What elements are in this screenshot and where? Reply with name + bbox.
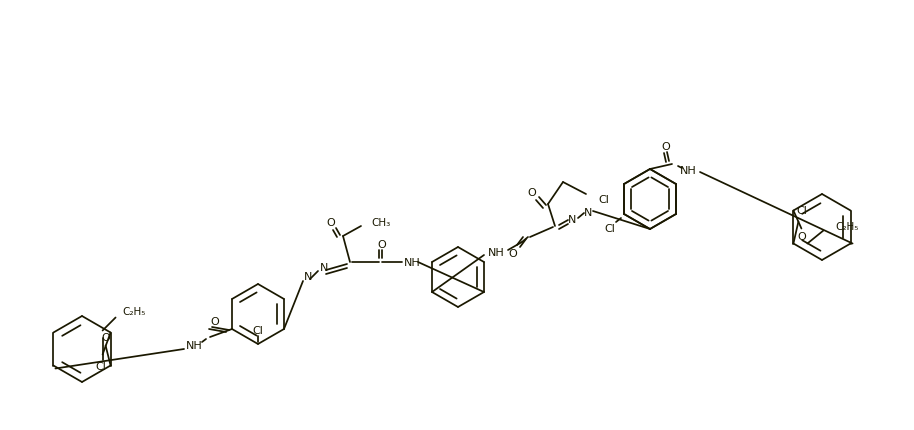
Text: N: N <box>320 262 328 272</box>
Text: O: O <box>662 141 670 152</box>
Text: C₂H₅: C₂H₅ <box>122 307 146 317</box>
Text: Cl: Cl <box>598 194 609 205</box>
Text: CH₃: CH₃ <box>371 218 390 227</box>
Text: N: N <box>303 271 313 281</box>
Text: NH: NH <box>186 340 202 350</box>
Text: NH: NH <box>680 166 696 175</box>
Text: Cl: Cl <box>252 325 263 335</box>
Text: Cl: Cl <box>796 205 807 215</box>
Text: O: O <box>508 249 517 258</box>
Text: Cl: Cl <box>95 362 106 372</box>
Text: C₂H₅: C₂H₅ <box>835 222 859 232</box>
Text: N: N <box>584 208 592 218</box>
Text: O: O <box>326 218 335 227</box>
Text: O: O <box>101 333 110 343</box>
Text: Cl: Cl <box>604 224 615 233</box>
Text: O: O <box>527 187 537 197</box>
Text: NH: NH <box>488 247 505 258</box>
Text: O: O <box>377 240 387 249</box>
Text: N: N <box>568 215 576 224</box>
Text: NH: NH <box>404 258 420 267</box>
Text: O: O <box>797 232 806 242</box>
Text: O: O <box>210 316 219 326</box>
